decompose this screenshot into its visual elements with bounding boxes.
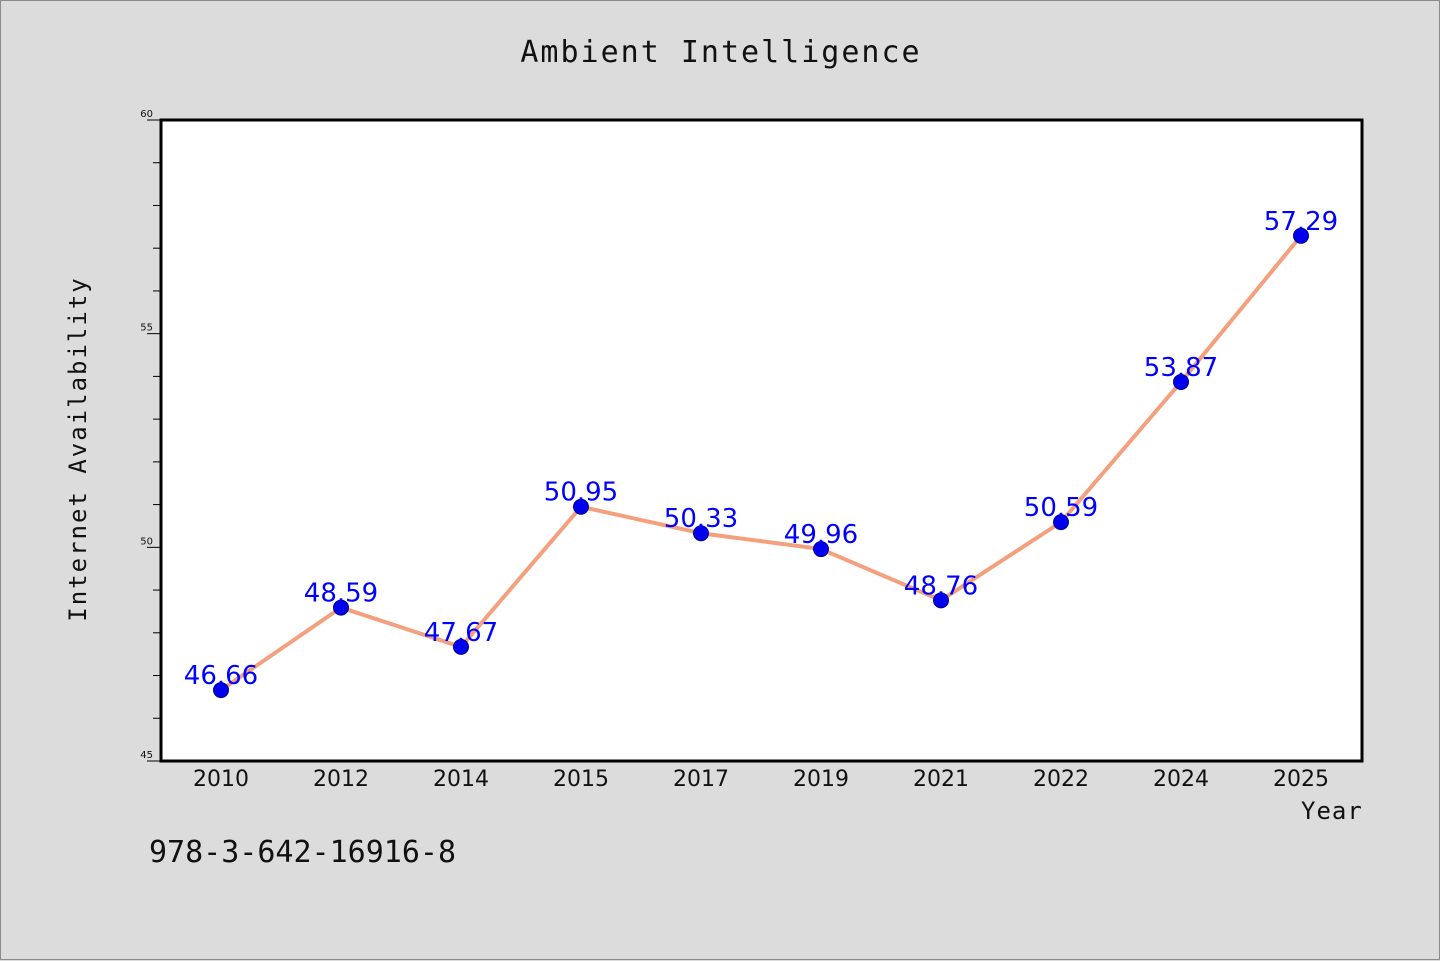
x-tick-label: 2024 — [1153, 767, 1209, 792]
data-label: 46.66 — [184, 661, 258, 691]
data-point — [1293, 227, 1309, 244]
plot-area — [159, 118, 1364, 763]
data-point — [693, 525, 709, 542]
data-label: 47.67 — [424, 618, 498, 648]
y-tick-label: 45 — [140, 750, 153, 761]
data-point — [333, 599, 349, 616]
y-tick-label: 55 — [140, 323, 153, 334]
x-tick-label: 2017 — [673, 767, 729, 792]
data-point — [453, 638, 469, 655]
data-label: 48.76 — [904, 571, 978, 601]
y-tick-label: 50 — [140, 536, 153, 547]
x-tick-label: 2012 — [313, 767, 369, 792]
data-point — [1053, 514, 1069, 531]
data-point — [213, 682, 229, 699]
data-label: 50.59 — [1024, 493, 1098, 523]
data-label: 50.33 — [664, 504, 738, 534]
x-tick-label: 2015 — [553, 767, 609, 792]
x-axis-label: Year — [1301, 797, 1363, 825]
x-tick-label: 2022 — [1033, 767, 1089, 792]
data-point — [1173, 373, 1189, 390]
data-label: 48.59 — [304, 579, 378, 609]
data-point — [813, 541, 829, 558]
data-label: 49.96 — [784, 520, 858, 550]
series-line — [219, 234, 1303, 692]
data-label: 50.95 — [544, 478, 618, 508]
data-label: 57.29 — [1264, 207, 1338, 237]
chart-title: Ambient Intelligence — [520, 35, 922, 70]
isbn-text: 978-3-642-16916-8 — [149, 835, 457, 870]
x-tick-label: 2014 — [433, 767, 489, 792]
y-tick-label: 60 — [140, 109, 153, 120]
x-tick-label: 2021 — [913, 767, 969, 792]
x-tick-label: 2019 — [793, 767, 849, 792]
x-tick-label: 2025 — [1273, 767, 1329, 792]
data-label: 53.87 — [1144, 353, 1218, 383]
x-tick-label: 2010 — [193, 767, 249, 792]
data-point — [933, 592, 949, 609]
data-point — [573, 498, 589, 515]
